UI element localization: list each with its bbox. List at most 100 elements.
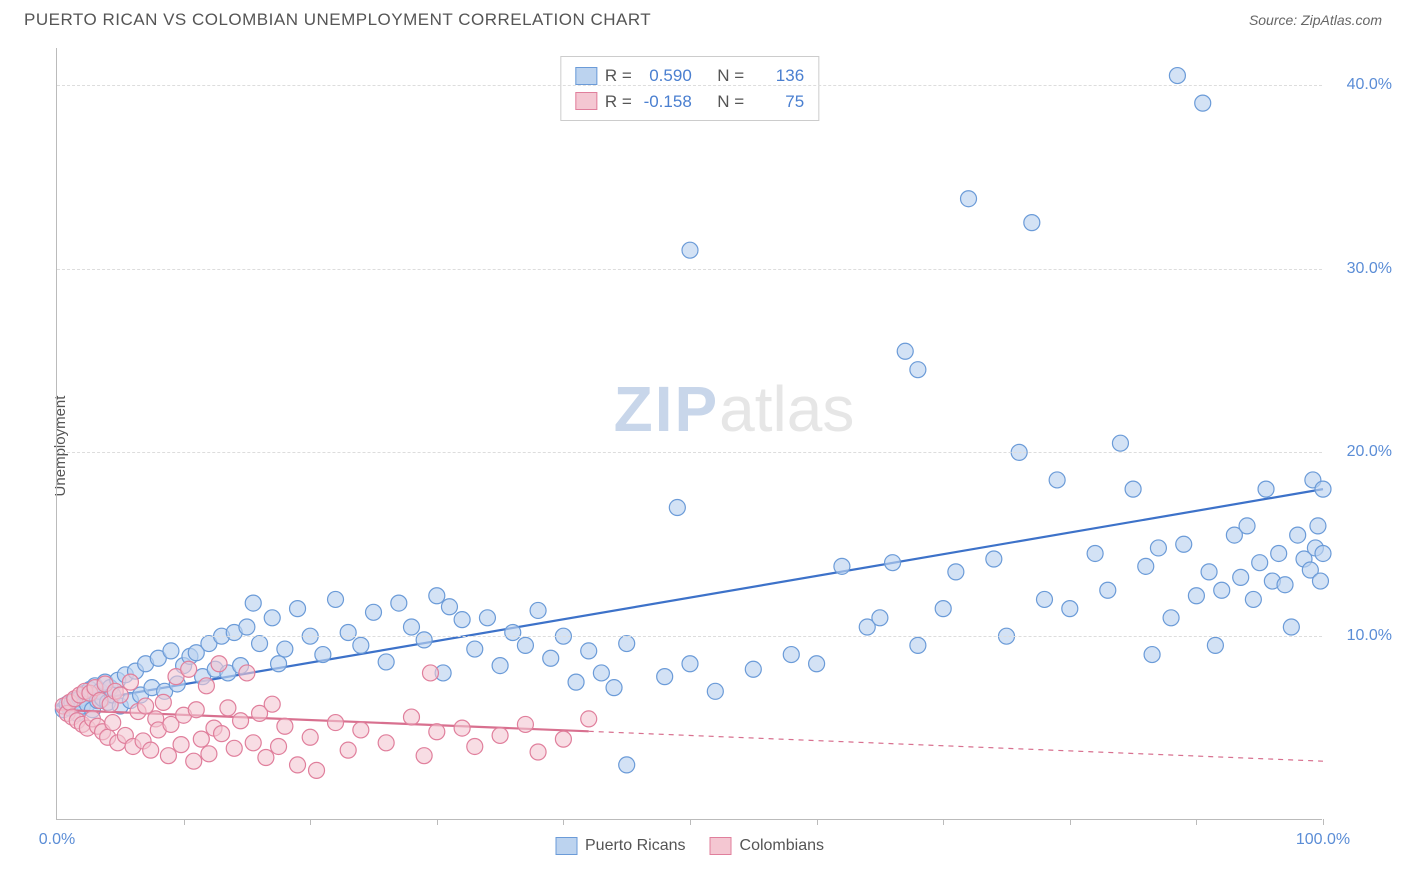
scatter-point: [1277, 577, 1293, 593]
stats-r-label: R =: [605, 89, 632, 115]
chart-area: ZIPatlas R =0.590 N =136R =-0.158 N =75 …: [56, 48, 1322, 820]
scatter-point: [416, 632, 432, 648]
xtick: [1070, 819, 1071, 825]
scatter-point: [353, 637, 369, 653]
scatter-point: [366, 604, 382, 620]
stats-row: R = -0.158 N = 75: [575, 89, 804, 115]
scatter-point: [186, 753, 202, 769]
scatter-point: [885, 555, 901, 571]
scatter-point: [353, 722, 369, 738]
scatter-point: [1062, 601, 1078, 617]
scatter-point: [188, 702, 204, 718]
scatter-point: [211, 656, 227, 672]
scatter-point: [403, 709, 419, 725]
scatter-point: [492, 658, 508, 674]
scatter-point: [422, 665, 438, 681]
scatter-point: [1214, 582, 1230, 598]
scatter-point: [429, 724, 445, 740]
scatter-point: [1290, 527, 1306, 543]
scatter-point: [258, 750, 274, 766]
scatter-point: [910, 362, 926, 378]
scatter-point: [1201, 564, 1217, 580]
scatter-point: [1315, 481, 1331, 497]
scatter-point: [220, 700, 236, 716]
scatter-point: [935, 601, 951, 617]
scatter-point: [555, 731, 571, 747]
stats-n-value: 75: [752, 89, 804, 115]
bottom-legend: Puerto Ricans Colombians: [555, 837, 824, 855]
scatter-point: [530, 744, 546, 760]
scatter-point: [872, 610, 888, 626]
scatter-point: [1176, 536, 1192, 552]
scatter-point: [1239, 518, 1255, 534]
ytick-label: 30.0%: [1332, 260, 1392, 278]
scatter-point: [271, 738, 287, 754]
scatter-point: [315, 647, 331, 663]
scatter-point: [271, 656, 287, 672]
scatter-point: [328, 591, 344, 607]
scatter-point: [403, 619, 419, 635]
scatter-point: [1315, 545, 1331, 561]
scatter-point: [657, 669, 673, 685]
scatter-point: [441, 599, 457, 615]
gridline: [57, 85, 1322, 86]
legend-item: Colombians: [710, 837, 824, 855]
legend-item: Puerto Ricans: [555, 837, 686, 855]
scatter-point: [581, 643, 597, 659]
scatter-point: [783, 647, 799, 663]
xtick: [310, 819, 311, 825]
xtick: [943, 819, 944, 825]
chart-title: PUERTO RICAN VS COLOMBIAN UNEMPLOYMENT C…: [24, 10, 651, 30]
scatter-point: [961, 191, 977, 207]
stats-r-value: -0.158: [640, 89, 692, 115]
ytick-label: 10.0%: [1332, 627, 1392, 645]
scatter-point: [809, 656, 825, 672]
scatter-point: [454, 612, 470, 628]
scatter-point: [1112, 435, 1128, 451]
scatter-point: [264, 610, 280, 626]
scatter-point: [1312, 573, 1328, 589]
scatter-point: [1188, 588, 1204, 604]
scatter-point: [290, 757, 306, 773]
stats-box: R =0.590 N =136R =-0.158 N =75: [560, 56, 819, 121]
scatter-point: [245, 735, 261, 751]
scatter-point: [530, 602, 546, 618]
scatter-point: [1087, 545, 1103, 561]
scatter-point: [239, 665, 255, 681]
scatter-point: [201, 746, 217, 762]
scatter-point: [328, 715, 344, 731]
xtick: [1196, 819, 1197, 825]
scatter-point: [1169, 68, 1185, 84]
scatter-point: [1207, 637, 1223, 653]
scatter-point: [606, 680, 622, 696]
scatter-point: [517, 637, 533, 653]
trendline-dashed: [589, 731, 1323, 761]
scatter-point: [193, 731, 209, 747]
xtick: [563, 819, 564, 825]
scatter-point: [1036, 591, 1052, 607]
legend-label: Puerto Ricans: [585, 837, 686, 855]
scatter-point: [302, 729, 318, 745]
scatter-point: [1271, 545, 1287, 561]
scatter-point: [239, 619, 255, 635]
gridline: [57, 269, 1322, 270]
scatter-point: [155, 694, 171, 710]
scatter-point: [245, 595, 261, 611]
scatter-point: [340, 625, 356, 641]
scatter-point: [252, 636, 268, 652]
scatter-point: [1245, 591, 1261, 607]
scatter-point: [378, 735, 394, 751]
stats-n-label: N =: [717, 89, 744, 115]
scatter-point: [181, 661, 197, 677]
scatter-point: [986, 551, 1002, 567]
scatter-point: [1138, 558, 1154, 574]
scatter-point: [669, 500, 685, 516]
scatter-point: [163, 643, 179, 659]
scatter-point: [834, 558, 850, 574]
scatter-point: [543, 650, 559, 666]
scatter-point: [1100, 582, 1116, 598]
xtick-label-right: 100.0%: [1296, 831, 1350, 849]
scatter-point: [454, 720, 470, 736]
scatter-point: [1150, 540, 1166, 556]
scatter-point: [910, 637, 926, 653]
